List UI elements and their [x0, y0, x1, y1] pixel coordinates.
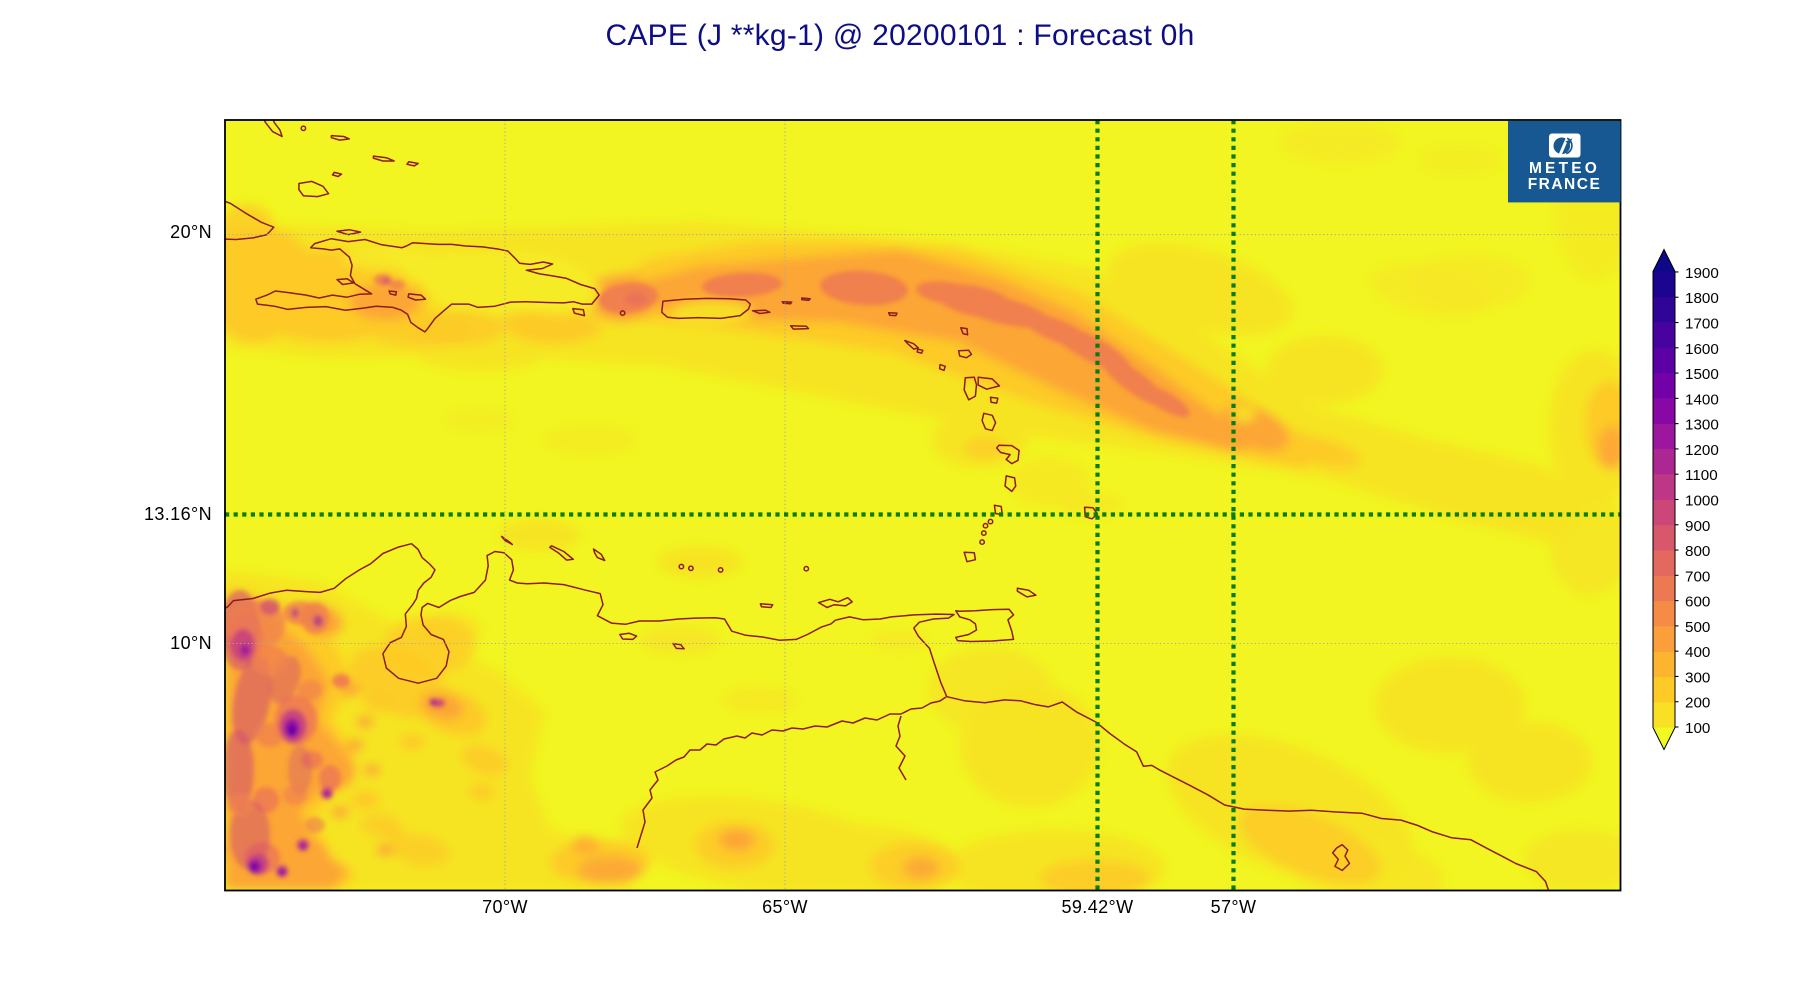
- svg-text:CAPE (J **kg-1) @ 20200101 : F: CAPE (J **kg-1) @ 20200101 : Forecast 0h: [605, 19, 1194, 52]
- svg-text:1000: 1000: [1685, 492, 1719, 509]
- svg-text:20°N: 20°N: [170, 222, 212, 242]
- svg-text:400: 400: [1685, 644, 1710, 661]
- svg-text:59.42°W: 59.42°W: [1061, 897, 1133, 917]
- svg-text:70°W: 70°W: [482, 897, 528, 917]
- svg-text:500: 500: [1685, 619, 1710, 636]
- svg-text:900: 900: [1685, 518, 1710, 535]
- svg-text:600: 600: [1685, 594, 1710, 611]
- svg-text:1800: 1800: [1685, 290, 1719, 307]
- svg-text:1700: 1700: [1685, 316, 1719, 333]
- svg-text:200: 200: [1685, 695, 1710, 712]
- svg-text:300: 300: [1685, 669, 1710, 686]
- svg-text:65°W: 65°W: [762, 897, 808, 917]
- svg-text:1600: 1600: [1685, 341, 1719, 358]
- svg-text:METEO: METEO: [1529, 160, 1600, 177]
- svg-text:1400: 1400: [1685, 391, 1719, 408]
- svg-text:13.16°N: 13.16°N: [144, 504, 212, 524]
- svg-text:FRANCE: FRANCE: [1528, 176, 1602, 193]
- svg-text:700: 700: [1685, 568, 1710, 585]
- svg-text:1100: 1100: [1685, 467, 1718, 484]
- svg-text:1300: 1300: [1685, 417, 1719, 434]
- svg-text:1200: 1200: [1685, 442, 1719, 459]
- svg-text:1900: 1900: [1685, 265, 1719, 282]
- svg-text:800: 800: [1685, 543, 1710, 560]
- svg-text:57°W: 57°W: [1211, 897, 1257, 917]
- svg-text:1500: 1500: [1685, 366, 1719, 383]
- svg-text:10°N: 10°N: [170, 633, 212, 653]
- svg-text:100: 100: [1685, 720, 1710, 737]
